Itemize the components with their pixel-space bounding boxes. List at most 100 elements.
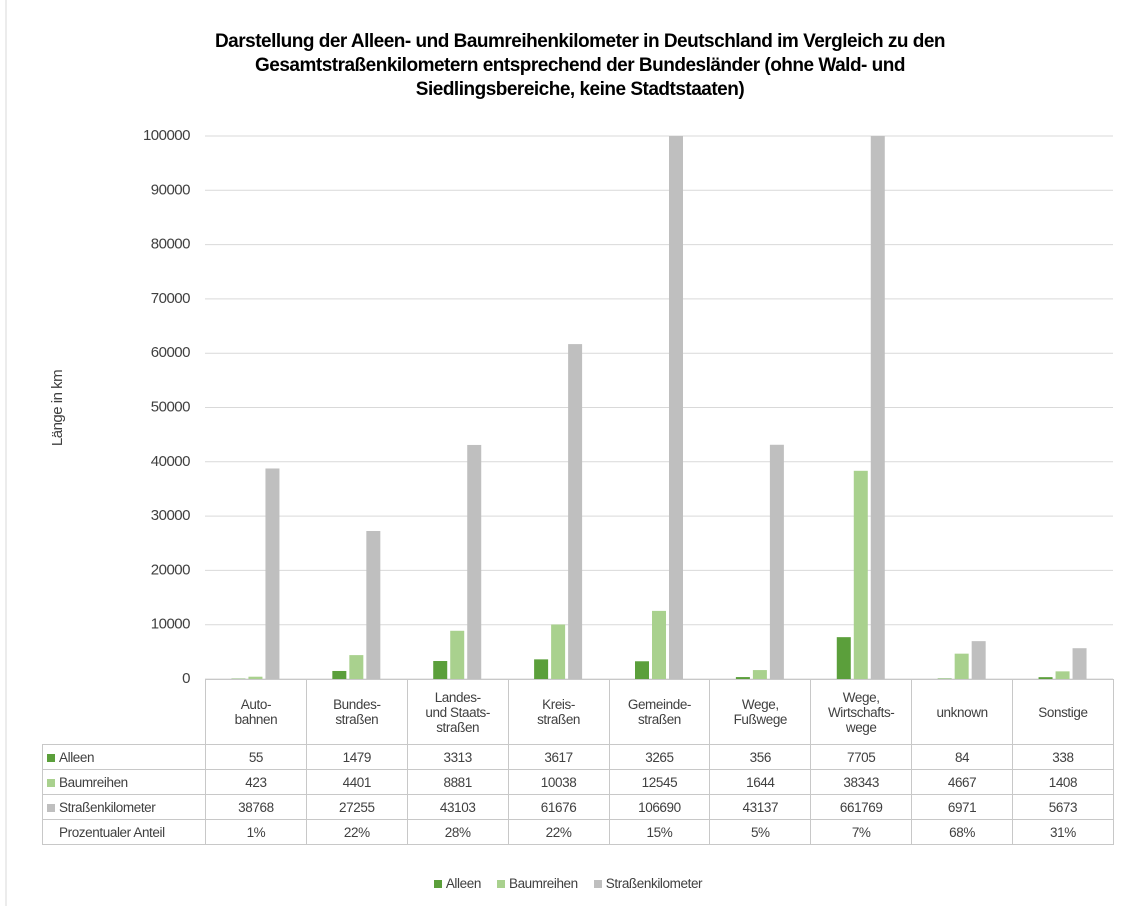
table-cell: 5%: [709, 819, 812, 845]
bars: [231, 136, 1087, 679]
legend-label: Baumreihen: [508, 876, 578, 891]
x-tick-label: unknown: [911, 679, 1013, 745]
y-tick-label: 50000: [151, 398, 190, 415]
table-row-name: Straßenkilometer: [42, 794, 206, 820]
table-cell: 1408: [1012, 769, 1114, 795]
table-cell: 4401: [305, 769, 408, 795]
legend-key: [47, 803, 55, 812]
table-cell: 38768: [205, 794, 307, 820]
x-tick-label: Sonstige: [1012, 679, 1114, 745]
bar: [954, 653, 969, 679]
bar: [752, 670, 767, 679]
share-name: Prozentualer Anteil: [59, 824, 165, 840]
table-cell: 22%: [507, 819, 610, 845]
table-cell: 7705: [810, 744, 913, 770]
table-row-name: Baumreihen: [42, 769, 206, 795]
bar: [836, 637, 851, 679]
series-name: Baumreihen: [59, 774, 128, 790]
bar: [551, 624, 566, 679]
bar: [1038, 677, 1053, 679]
bar: [534, 659, 549, 679]
table-cell: 423: [205, 769, 307, 795]
data-table: Auto- bahnen Bundes- straßen Landes- und S…: [42, 679, 1114, 845]
table-cell: 43137: [709, 794, 812, 820]
legend-item: Baumreihen: [496, 876, 578, 891]
bar: [971, 641, 986, 679]
bar: [652, 610, 666, 679]
bar: [467, 444, 482, 679]
table-row-name: Prozentualer Anteil: [42, 819, 206, 845]
bar: [1072, 648, 1087, 679]
table-cell: 1644: [709, 769, 812, 795]
y-tick-label: 40000: [151, 453, 190, 470]
bar: [735, 677, 750, 679]
table-cell: 3313: [406, 744, 509, 770]
table-row: Alleen 55 1479 3313 3617 3265 356 7705 84 338: [42, 744, 1114, 770]
bar: [366, 531, 381, 679]
x-tick-label: Auto- bahnen: [205, 679, 307, 745]
bar: [568, 344, 583, 679]
table-cell: 22%: [305, 819, 408, 845]
series-name: Alleen: [59, 749, 95, 765]
table-cell: 10038: [507, 769, 610, 795]
y-tick-label: 70000: [151, 290, 190, 307]
bar: [248, 676, 263, 679]
table-cell: 31%: [1012, 819, 1114, 845]
legend-key: [47, 778, 55, 787]
table-header-row: Auto- bahnen Bundes- straßen Landes- und S…: [42, 679, 1114, 745]
bar: [669, 136, 683, 679]
legend-item: Alleen: [433, 876, 482, 891]
y-tick-label: 10000: [151, 616, 190, 633]
y-tick-label: 90000: [151, 181, 190, 198]
y-tick-label: 30000: [151, 507, 190, 524]
chart-title: Darstellung der Alleen- und Baumreihenki…: [214, 31, 946, 100]
table-cell: 27255: [305, 794, 408, 820]
bar: [769, 444, 784, 679]
table-cell: 28%: [406, 819, 509, 845]
y-tick-label: 100000: [143, 127, 190, 144]
legend-label: Alleen: [445, 876, 482, 891]
table-cell: 61676: [507, 794, 610, 820]
table-cell: 15%: [608, 819, 711, 845]
x-tick-label: Landes- und Staats- straßen: [406, 679, 509, 745]
table-cell: 4667: [911, 769, 1013, 795]
table-cell: 68%: [911, 819, 1013, 845]
table-corner: [42, 679, 206, 745]
table-row: Baumreihen 423 4401 8881 10038 12545 1644 38343…: [42, 769, 1114, 795]
table-cell: 356: [709, 744, 812, 770]
legend: Alleen Baumreihen Straßenkilometer: [0, 876, 1136, 891]
x-tick-label: Bundes- straßen: [305, 679, 408, 745]
legend-key: [496, 880, 505, 888]
y-tick-label: 60000: [151, 344, 190, 361]
bar: [433, 661, 448, 679]
table-cell: 5673: [1012, 794, 1114, 820]
table-row: Straßenkilometer 38768 27255 43103 61676 1066…: [42, 794, 1114, 820]
x-tick-label: Kreis- straßen: [507, 679, 610, 745]
bar: [332, 670, 347, 679]
legend-key: [47, 753, 55, 762]
legend-key: [433, 880, 442, 888]
y-axis-label: Länge in km: [49, 370, 66, 446]
table-cell: 55: [205, 744, 307, 770]
table-cell: 106690: [608, 794, 711, 820]
table-cell: 84: [911, 744, 1013, 770]
table-cell: 3617: [507, 744, 610, 770]
table-cell: 43103: [406, 794, 509, 820]
x-tick-label: Gemeinde- straßen: [608, 679, 711, 745]
table-cell: 7%: [810, 819, 913, 845]
legend-key: [593, 880, 602, 888]
table-cell: 12545: [608, 769, 711, 795]
table-cell: 3265: [608, 744, 711, 770]
table-cell: 338: [1012, 744, 1114, 770]
bar: [1055, 671, 1070, 679]
y-tick-label: 0: [182, 670, 190, 687]
table-cell: 8881: [406, 769, 509, 795]
bar: [870, 136, 885, 679]
y-tick-label: 20000: [151, 561, 190, 578]
series-name: Straßenkilometer: [59, 799, 156, 815]
table-row: Prozentualer Anteil 1% 22% 28% 22% 15% 5% 7% 68%…: [42, 819, 1114, 845]
table-cell: 661769: [810, 794, 913, 820]
bar: [349, 655, 364, 679]
bar: [265, 468, 280, 679]
